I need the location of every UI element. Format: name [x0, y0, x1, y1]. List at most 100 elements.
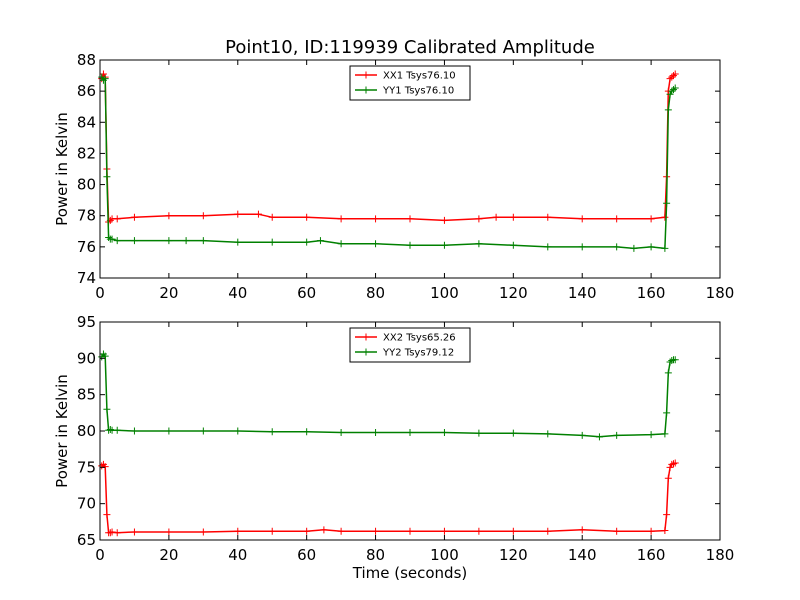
series-point-1-1-27	[661, 213, 669, 221]
series-point-2-1-13	[268, 527, 276, 535]
series-point-2-2-24	[613, 431, 621, 439]
y-tick-label-2-75: 75	[77, 458, 96, 476]
series-point-2-2-27	[663, 409, 671, 417]
chart-title: Point10, ID:119939 Calibrated Amplitude	[225, 37, 595, 58]
series-point-1-1-24	[578, 215, 586, 223]
series-point-2-1-24	[613, 527, 621, 535]
series-point-1-1-22	[509, 213, 517, 221]
series-point-1-1-31	[668, 73, 676, 81]
series-point-1-1-30	[666, 75, 674, 83]
series-point-2-1-19	[440, 527, 448, 535]
series-point-1-2-3	[101, 75, 109, 83]
series-point-2-2-6	[106, 426, 114, 434]
legend-marker-2-1	[362, 333, 370, 341]
series-point-1-2-17	[337, 240, 345, 248]
series-point-1-2-21	[475, 240, 483, 248]
x-tick-label-2-0: 0	[95, 546, 105, 564]
series-point-1-2-7	[108, 235, 116, 243]
series-point-2-2-25	[647, 431, 655, 439]
series-point-1-1-2	[99, 70, 107, 78]
series-point-1-1-21	[492, 213, 500, 221]
series-point-2-1-21	[509, 527, 517, 535]
x-tick-label-1-120: 120	[499, 284, 528, 302]
series-point-1-1-33	[671, 70, 679, 78]
series-point-2-2-30	[668, 357, 676, 365]
y-tick-label-1-80: 80	[77, 176, 96, 194]
legend-label-1-1: XX1 Tsys76.10	[383, 71, 456, 82]
series-point-1-2-34	[671, 84, 679, 92]
chart-panel-2: 0 20 40 60 80 100 120 140 160 180 65 70 75 80 85 90 95 Po…	[53, 313, 734, 582]
series-point-1-1-9	[130, 213, 138, 221]
series-point-1-2-26	[630, 244, 638, 252]
series-point-1-1-13	[254, 210, 262, 218]
series-point-2-1-17	[372, 527, 380, 535]
series-point-2-1-29	[666, 463, 674, 471]
series-point-2-2-1	[98, 353, 106, 361]
series-point-2-1-27	[663, 511, 671, 519]
series-point-2-2-11	[199, 427, 207, 435]
series-point-2-2-23	[595, 433, 603, 441]
series-point-2-2-20	[509, 429, 517, 437]
y-tick-label-2-90: 90	[77, 349, 96, 367]
y-tick-label-2-65: 65	[77, 531, 96, 549]
legend-box-2	[349, 327, 471, 363]
series-point-2-1-31	[670, 460, 677, 468]
legend-label-2-2: YY2 Tsys79.12	[382, 348, 454, 359]
series-point-1-1-12	[234, 210, 242, 218]
series-point-2-1-7	[108, 528, 116, 536]
series-point-1-2-20	[440, 241, 448, 249]
series-point-1-2-29	[663, 199, 671, 207]
series-point-2-2-4	[103, 405, 111, 413]
series-point-1-1-17	[372, 215, 380, 223]
series-point-2-2-8	[113, 426, 121, 434]
series-point-2-1-15	[320, 526, 328, 534]
legend-2: XX2 Tsys65.26 YY2 Tsys79.12	[349, 327, 471, 363]
series-point-1-1-26	[647, 215, 655, 223]
x-tick-label-1-60: 60	[297, 284, 316, 302]
series-point-1-1-19	[440, 216, 448, 224]
series-point-1-2-23	[544, 243, 552, 251]
x-tick-label-1-140: 140	[568, 284, 597, 302]
series-point-2-1-14	[303, 527, 311, 535]
series-point-1-2-24	[578, 243, 586, 251]
legend-marker-1-1	[362, 71, 370, 79]
x-tick-label-1-20: 20	[159, 284, 178, 302]
legend-marker-1-2	[362, 86, 370, 94]
x-tick-label-1-80: 80	[366, 284, 385, 302]
y-tick-label-1-84: 84	[77, 113, 96, 131]
y-tick-label-1-86: 86	[77, 82, 96, 100]
series-point-2-2-12	[234, 427, 242, 435]
y-tick-label-1-82: 82	[77, 144, 96, 162]
series-point-2-2-22	[578, 431, 586, 439]
legend-marker-2-2	[362, 348, 370, 356]
x-tick-label-2-180: 180	[706, 546, 735, 564]
y-axis-title-2: Power in Kelvin	[53, 374, 71, 488]
series-point-1-2-32	[668, 87, 676, 95]
x-tick-label-2-60: 60	[297, 546, 316, 564]
y-tick-label-1-88: 88	[77, 51, 96, 69]
series-point-2-1-30	[668, 460, 676, 468]
series-point-2-1-32	[671, 459, 679, 467]
series-point-1-1-15	[303, 213, 311, 221]
x-tick-label-2-80: 80	[366, 546, 385, 564]
y-tick-label-2-70: 70	[77, 495, 96, 513]
series-point-2-2-18	[440, 428, 448, 436]
series-point-1-2-14	[268, 238, 276, 246]
series-point-1-2-8	[113, 237, 121, 245]
series-point-1-2-25	[613, 243, 621, 251]
chart-panels: 0 20 40 60 80 100 120 140 160 180 74 76 78 80 82 84 86 88…	[53, 51, 734, 582]
x-axis-title-2: Time (seconds)	[352, 564, 468, 582]
series-point-1-2-28	[661, 244, 669, 252]
x-tick-label-2-160: 160	[637, 546, 666, 564]
series-point-2-1-10	[165, 528, 173, 536]
axes-frame-1	[99, 59, 721, 279]
x-tick-label-1-100: 100	[430, 284, 459, 302]
x-tick-label-2-100: 100	[430, 546, 459, 564]
x-tick-label-2-120: 120	[499, 546, 528, 564]
series-point-2-1-26	[661, 527, 669, 535]
series-point-1-2-22	[509, 241, 517, 249]
series-point-1-2-15	[303, 238, 311, 246]
x-tick-label-2-140: 140	[568, 546, 597, 564]
y-tick-label-2-80: 80	[77, 422, 96, 440]
y-axis-title-1: Power in Kelvin	[53, 112, 71, 226]
